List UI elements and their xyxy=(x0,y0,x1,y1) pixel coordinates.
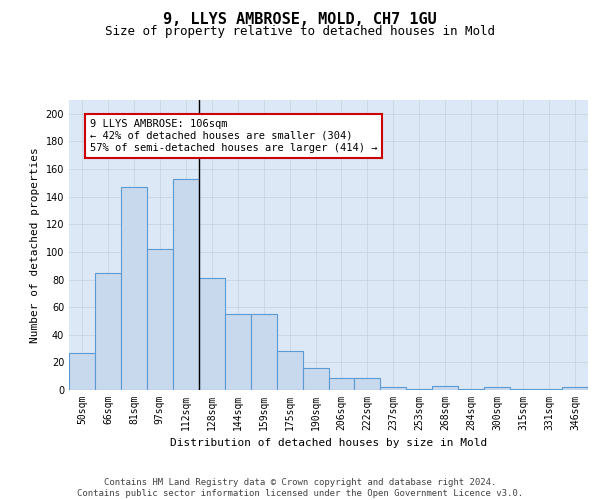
Y-axis label: Number of detached properties: Number of detached properties xyxy=(30,147,40,343)
Bar xyxy=(277,352,302,390)
Bar xyxy=(484,387,510,390)
Bar xyxy=(147,249,173,390)
Bar xyxy=(69,352,95,390)
Bar xyxy=(536,388,562,390)
Bar xyxy=(355,378,380,390)
Bar xyxy=(562,387,588,390)
Bar xyxy=(302,368,329,390)
Bar xyxy=(225,314,251,390)
Bar xyxy=(380,387,406,390)
Bar xyxy=(458,388,484,390)
Text: Size of property relative to detached houses in Mold: Size of property relative to detached ho… xyxy=(105,25,495,38)
Text: Contains HM Land Registry data © Crown copyright and database right 2024.
Contai: Contains HM Land Registry data © Crown c… xyxy=(77,478,523,498)
Text: 9 LLYS AMBROSE: 106sqm
← 42% of detached houses are smaller (304)
57% of semi-de: 9 LLYS AMBROSE: 106sqm ← 42% of detached… xyxy=(90,120,377,152)
X-axis label: Distribution of detached houses by size in Mold: Distribution of detached houses by size … xyxy=(170,438,487,448)
Bar xyxy=(121,187,147,390)
Text: 9, LLYS AMBROSE, MOLD, CH7 1GU: 9, LLYS AMBROSE, MOLD, CH7 1GU xyxy=(163,12,437,28)
Bar xyxy=(433,386,458,390)
Bar xyxy=(173,178,199,390)
Bar xyxy=(329,378,355,390)
Bar xyxy=(95,272,121,390)
Bar xyxy=(199,278,224,390)
Bar xyxy=(510,388,536,390)
Bar xyxy=(251,314,277,390)
Bar xyxy=(406,388,432,390)
